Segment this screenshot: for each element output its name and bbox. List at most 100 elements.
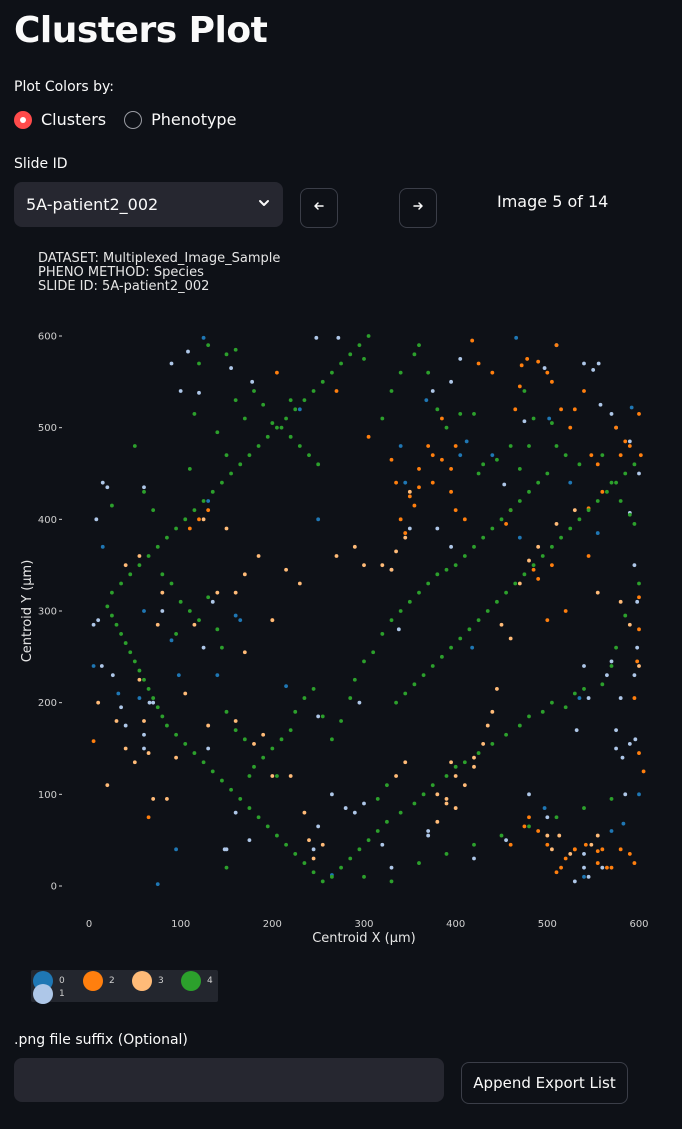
scatter-point-cluster-4 — [210, 769, 215, 774]
scatter-point-cluster-1 — [201, 645, 206, 650]
scatter-point-cluster-4 — [320, 714, 325, 719]
scatter-point-cluster-3 — [568, 852, 573, 856]
scatter-point-cluster-4 — [288, 398, 293, 403]
scatter-point-cluster-4 — [504, 590, 508, 595]
scatter-point-cluster-2 — [398, 517, 403, 522]
scatter-point-cluster-4 — [110, 613, 114, 618]
scatter-point-cluster-4 — [517, 467, 522, 471]
scatter-point-cluster-2 — [600, 847, 605, 852]
scatter-point-cluster-0 — [233, 613, 238, 618]
cluster-legend: 0 2 3 4 1 — [31, 970, 218, 1004]
scatter-point-cluster-0 — [621, 821, 626, 826]
legend-swatch-1 — [33, 984, 53, 1004]
scatter-point-cluster-3 — [320, 842, 325, 847]
scatter-point-cluster-1 — [151, 700, 156, 705]
scatter-point-cluster-4 — [412, 352, 417, 357]
scatter-point-cluster-3 — [284, 567, 288, 572]
append-export-list-button[interactable]: Append Export List — [461, 1062, 628, 1104]
scatter-point-cluster-2 — [366, 434, 371, 439]
radio-clusters-label: Clusters — [41, 110, 107, 129]
scatter-point-cluster-0 — [470, 645, 475, 650]
cluster-scatter-plot: 0 100 200 300 400 500 600 0 100 200 300 400 500 600 Ce… — [20, 332, 649, 947]
radio-unselected-icon — [124, 110, 143, 129]
scatter-point-cluster-4 — [403, 691, 408, 696]
scatter-point-cluster-2 — [554, 870, 559, 875]
scatter-point-cluster-4 — [224, 352, 229, 357]
next-image-button[interactable] — [399, 188, 437, 228]
radio-selected-icon — [14, 110, 32, 129]
scatter-point-cluster-2 — [389, 457, 394, 462]
scatter-point-cluster-4 — [233, 347, 238, 352]
y-tick-label: 600 — [38, 332, 57, 343]
scatter-point-cluster-4 — [623, 613, 628, 618]
scatter-point-cluster-4 — [307, 453, 311, 458]
scatter-point-cluster-1 — [632, 673, 637, 678]
suffix-input[interactable] — [14, 1058, 444, 1102]
scatter-point-cluster-2 — [627, 444, 632, 448]
legend-swatch-2 — [83, 971, 103, 991]
radio-clusters[interactable]: Clusters — [14, 110, 106, 129]
scatter-point-cluster-2 — [614, 425, 618, 430]
scatter-point-cluster-4 — [371, 650, 376, 655]
scatter-point-cluster-4 — [224, 453, 229, 458]
scatter-point-cluster-4 — [614, 480, 618, 485]
scatter-point-cluster-4 — [490, 742, 495, 746]
scatter-point-cluster-3 — [242, 650, 247, 655]
scatter-point-cluster-3 — [270, 618, 275, 623]
scatter-point-cluster-4 — [174, 732, 178, 737]
scatter-point-cluster-2 — [637, 627, 641, 632]
scatter-point-cluster-4 — [297, 444, 302, 448]
scatter-point-cluster-4 — [559, 535, 563, 540]
scatter-point-cluster-1 — [197, 390, 201, 395]
scatter-point-cluster-2 — [407, 494, 412, 499]
scatter-point-cluster-4 — [440, 654, 444, 659]
scatter-point-cluster-2 — [508, 842, 513, 847]
scatter-point-cluster-4 — [435, 572, 440, 577]
scatter-point-cluster-4 — [476, 471, 481, 476]
scatter-point-cluster-3 — [297, 581, 302, 586]
scatter-point-cluster-2 — [635, 659, 640, 664]
legend-swatch-4 — [181, 971, 201, 991]
scatter-point-cluster-4 — [481, 462, 486, 467]
scatter-point-cluster-2 — [600, 489, 605, 494]
scatter-point-cluster-0 — [547, 416, 552, 421]
scatter-point-cluster-4 — [485, 609, 490, 613]
scatter-point-cluster-1 — [357, 700, 362, 705]
scatter-point-cluster-2 — [417, 485, 421, 490]
slide-id-select[interactable]: 5A-patient2_002 — [14, 182, 283, 227]
scatter-point-cluster-2 — [417, 467, 421, 471]
scatter-point-cluster-4 — [577, 517, 582, 522]
scatter-point-cluster-2 — [568, 425, 573, 430]
radio-phenotype[interactable]: Phenotype — [124, 110, 236, 129]
scatter-point-cluster-4 — [467, 627, 472, 632]
scatter-point-cluster-4 — [270, 421, 275, 425]
scatter-point-cluster-4 — [572, 691, 577, 696]
y-tick-label: 400 — [38, 515, 57, 526]
scatter-point-cluster-4 — [330, 370, 334, 375]
scatter-point-cluster-3 — [380, 563, 385, 568]
scatter-point-cluster-4 — [215, 430, 220, 435]
scatter-point-cluster-2 — [545, 842, 550, 847]
scatter-point-cluster-4 — [366, 838, 371, 843]
legend-label-3: 3 — [158, 976, 164, 986]
scatter-point-cluster-0 — [155, 882, 160, 887]
scatter-point-cluster-1 — [160, 609, 165, 613]
prev-image-button[interactable] — [300, 188, 338, 228]
scatter-point-cluster-4 — [165, 535, 169, 540]
scatter-point-cluster-0 — [517, 535, 522, 540]
scatter-point-cluster-1 — [614, 728, 618, 733]
scatter-point-cluster-4 — [421, 673, 426, 678]
scatter-point-cluster-4 — [627, 512, 632, 517]
scatter-point-cluster-3 — [572, 508, 577, 513]
scatter-point-cluster-0 — [424, 398, 429, 403]
scatter-point-cluster-4 — [563, 705, 568, 710]
scatter-point-cluster-4 — [531, 416, 536, 421]
scatter-point-cluster-0 — [490, 453, 495, 458]
scatter-point-cluster-0 — [609, 829, 614, 833]
scatter-point-cluster-0 — [284, 684, 288, 689]
scatter-point-cluster-4 — [206, 595, 211, 600]
scatter-point-cluster-3 — [252, 742, 256, 746]
scatter-point-cluster-4 — [348, 856, 353, 861]
scatter-point-cluster-0 — [174, 847, 178, 852]
scatter-point-cluster-4 — [417, 861, 421, 865]
